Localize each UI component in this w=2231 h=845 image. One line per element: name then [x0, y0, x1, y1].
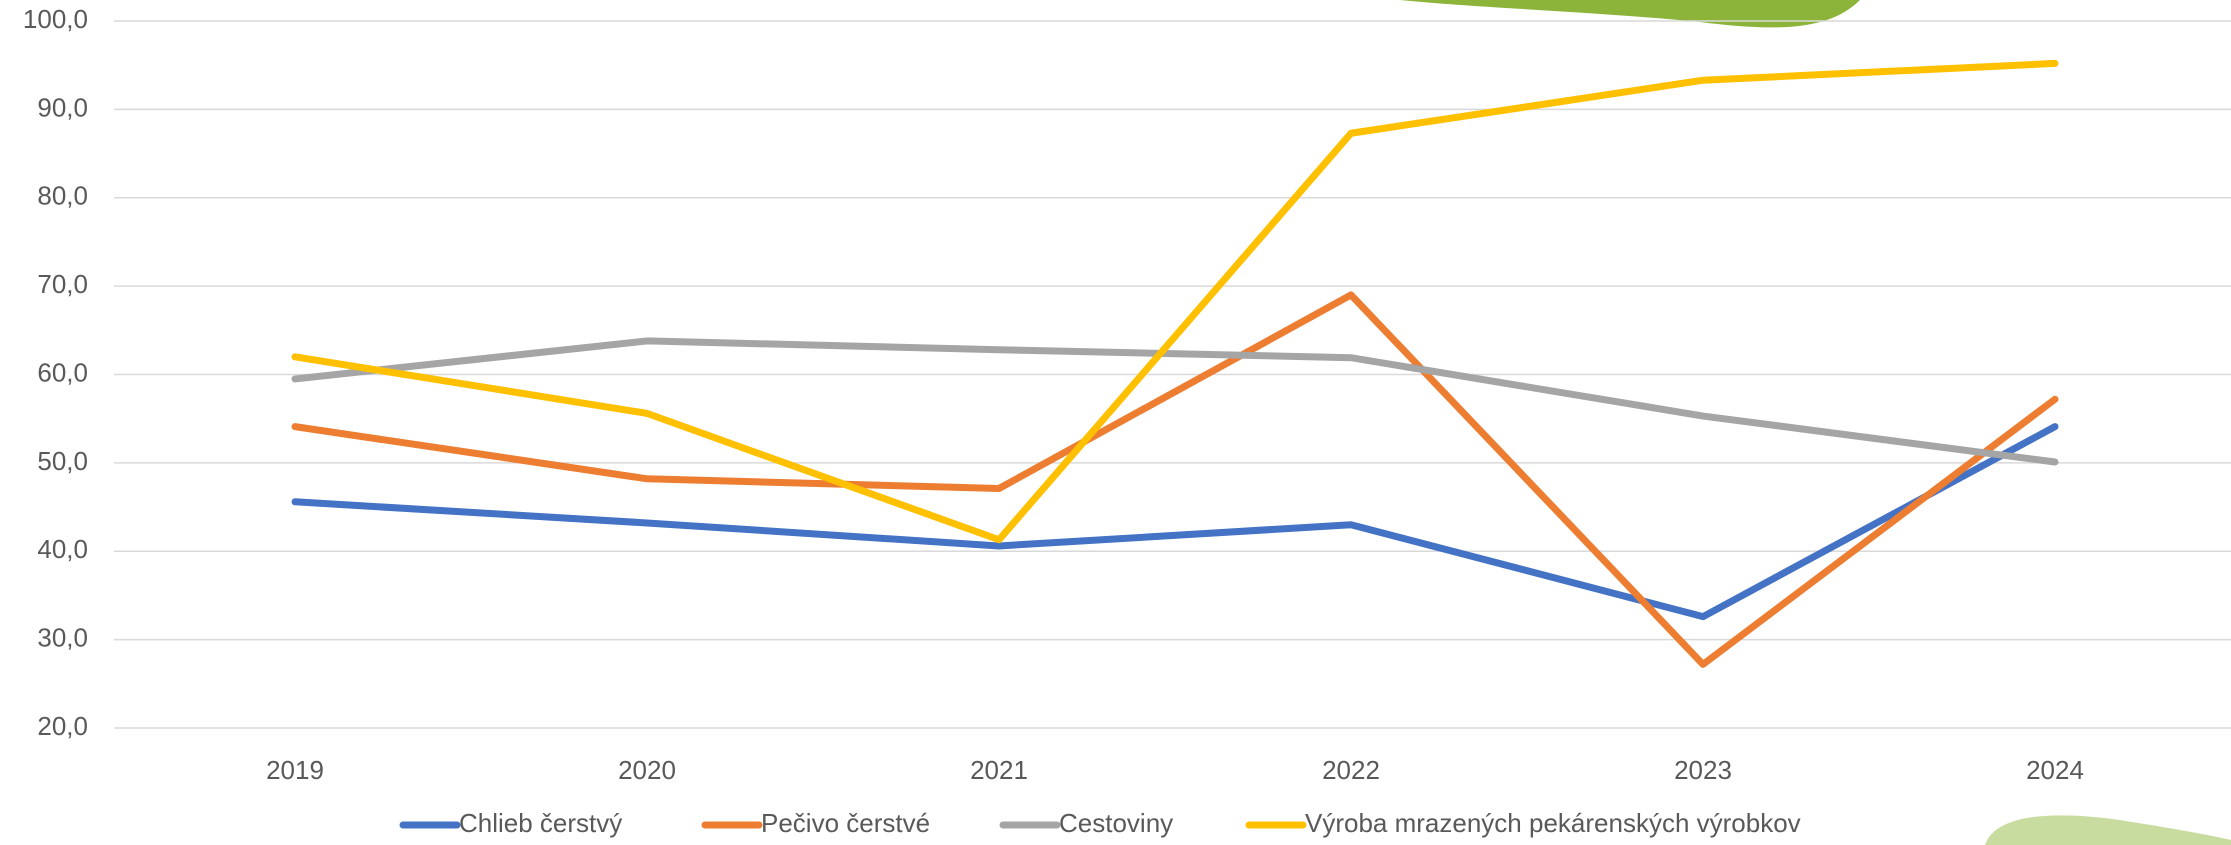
- decoration: [1400, 0, 1860, 28]
- legend-label: Pečivo čerstvé: [761, 808, 930, 838]
- y-tick-label: 100,0: [23, 4, 88, 34]
- line-series: [291, 59, 2059, 544]
- line-series: [291, 337, 2059, 466]
- x-tick-label: 2023: [1674, 755, 1732, 785]
- x-tick-label: 2019: [266, 755, 324, 785]
- y-tick-label: 50,0: [37, 446, 88, 476]
- x-tick-label: 2021: [970, 755, 1028, 785]
- x-tick-label: 2022: [1322, 755, 1380, 785]
- x-tick-label: 2024: [2026, 755, 2084, 785]
- x-tick-label: 2020: [618, 755, 676, 785]
- plot-area: 20,0 30,0 40,0 50,0 60,0 70,0 80,0 90,0 100,0 201…: [23, 4, 2231, 838]
- y-tick-label: 80,0: [37, 181, 88, 211]
- legend-label: Cestoviny: [1059, 808, 1173, 838]
- y-tick-label: 30,0: [37, 623, 88, 653]
- y-tick-label: 20,0: [37, 711, 88, 741]
- y-tick-label: 70,0: [37, 269, 88, 299]
- legend-label: Chlieb čerstvý: [459, 808, 622, 838]
- y-tick-label: 60,0: [37, 357, 88, 387]
- y-tick-label: 90,0: [37, 92, 88, 122]
- legend-label: Výroba mrazených pekárenských výrobkov: [1305, 808, 1801, 838]
- line-series: [291, 291, 2059, 668]
- line-series: [291, 423, 2059, 621]
- y-tick-label: 40,0: [37, 534, 88, 564]
- decoration: [1985, 815, 2231, 845]
